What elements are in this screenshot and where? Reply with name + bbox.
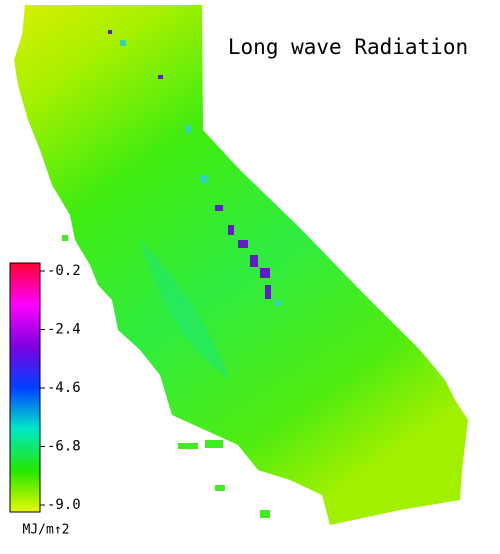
colorbar-tick-label: -0.2 <box>47 263 81 279</box>
colorbar <box>9 262 41 513</box>
california-land <box>14 5 468 525</box>
colorbar-tick-label: -9.0 <box>47 497 81 513</box>
colorbar-ticks: -0.2 -2.4 -4.6 -6.8 -9.0 <box>40 263 81 513</box>
colorbar-tick-label: -6.8 <box>47 439 81 455</box>
colorbar-unit: MJ/m↑2 <box>23 523 70 538</box>
colorbar-tick-label: -2.4 <box>47 322 81 338</box>
colorbar-tick-label: -4.6 <box>47 380 81 396</box>
map-title: Long wave Radiation <box>228 35 468 59</box>
